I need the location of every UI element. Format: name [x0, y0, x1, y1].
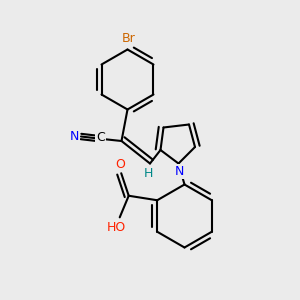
- Text: O: O: [115, 158, 125, 171]
- Text: N: N: [70, 130, 79, 143]
- Text: H: H: [144, 167, 153, 180]
- Text: Br: Br: [122, 32, 136, 45]
- Text: HO: HO: [106, 221, 126, 234]
- Text: C: C: [96, 130, 105, 144]
- Text: N: N: [175, 165, 184, 178]
